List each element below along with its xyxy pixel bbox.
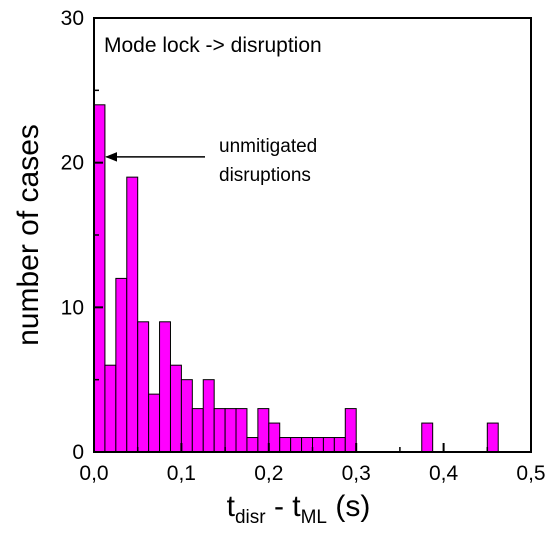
histogram-bar	[148, 393, 161, 453]
histogram-bar	[421, 422, 434, 453]
histogram-bar	[213, 408, 226, 453]
histogram-bar	[224, 408, 237, 453]
histogram-bar	[257, 408, 270, 453]
histogram-bar	[301, 437, 314, 453]
y-tick-label: 20	[61, 152, 84, 175]
histogram-bar	[290, 437, 303, 453]
annotation-line-1: unmitigated	[219, 136, 317, 157]
histogram-bar	[191, 408, 204, 453]
chart-title: Mode lock -> disruption	[104, 34, 322, 57]
y-axis-label: number of cases	[12, 124, 45, 346]
bars-group	[93, 104, 499, 453]
histogram-bar	[159, 321, 171, 453]
x-axis-label: tdisr - tML (s)	[227, 490, 371, 528]
histogram-bar	[333, 437, 346, 453]
x-label-mid: - t	[266, 490, 302, 523]
x-tick-label: 0,2	[254, 462, 283, 485]
y-tick-label: 10	[61, 296, 84, 319]
histogram-bar	[104, 364, 117, 453]
histogram-bar	[180, 379, 193, 453]
histogram-bar	[322, 437, 335, 453]
x-tick-label: 0,4	[429, 462, 459, 485]
x-tick-label: 0,3	[342, 462, 371, 485]
histogram-bar	[268, 422, 281, 453]
ticks-group: 0,0 0,1 0,2 0,3 0,4 0,5 0 10 20 30	[61, 7, 546, 485]
y-tick-label: 0	[72, 441, 84, 464]
histogram-bar	[137, 321, 150, 453]
x-label-sub-disr: disr	[235, 507, 266, 528]
histogram-bar	[344, 408, 357, 453]
histogram-bar	[486, 422, 499, 453]
annotation: unmitigated disruptions	[105, 136, 317, 186]
annotation-line-2: disruptions	[219, 165, 311, 186]
histogram-bar	[115, 277, 128, 453]
histogram-bar	[202, 379, 215, 453]
y-tick-label: 30	[61, 7, 84, 30]
histogram-bar	[312, 437, 324, 453]
x-tick-label: 0,0	[79, 462, 108, 485]
histogram-bar	[279, 437, 292, 453]
histogram-bar	[169, 364, 182, 453]
histogram-bar	[93, 104, 106, 453]
histogram-bar	[235, 408, 248, 453]
x-label-sub-ml: ML	[301, 507, 327, 528]
x-label-t: t	[227, 490, 236, 523]
histogram-bar	[246, 437, 259, 453]
x-label-end: (s)	[327, 490, 370, 523]
x-tick-label: 0,5	[516, 462, 545, 485]
x-tick-label: 0,1	[167, 462, 196, 485]
histogram-bar	[126, 176, 139, 453]
